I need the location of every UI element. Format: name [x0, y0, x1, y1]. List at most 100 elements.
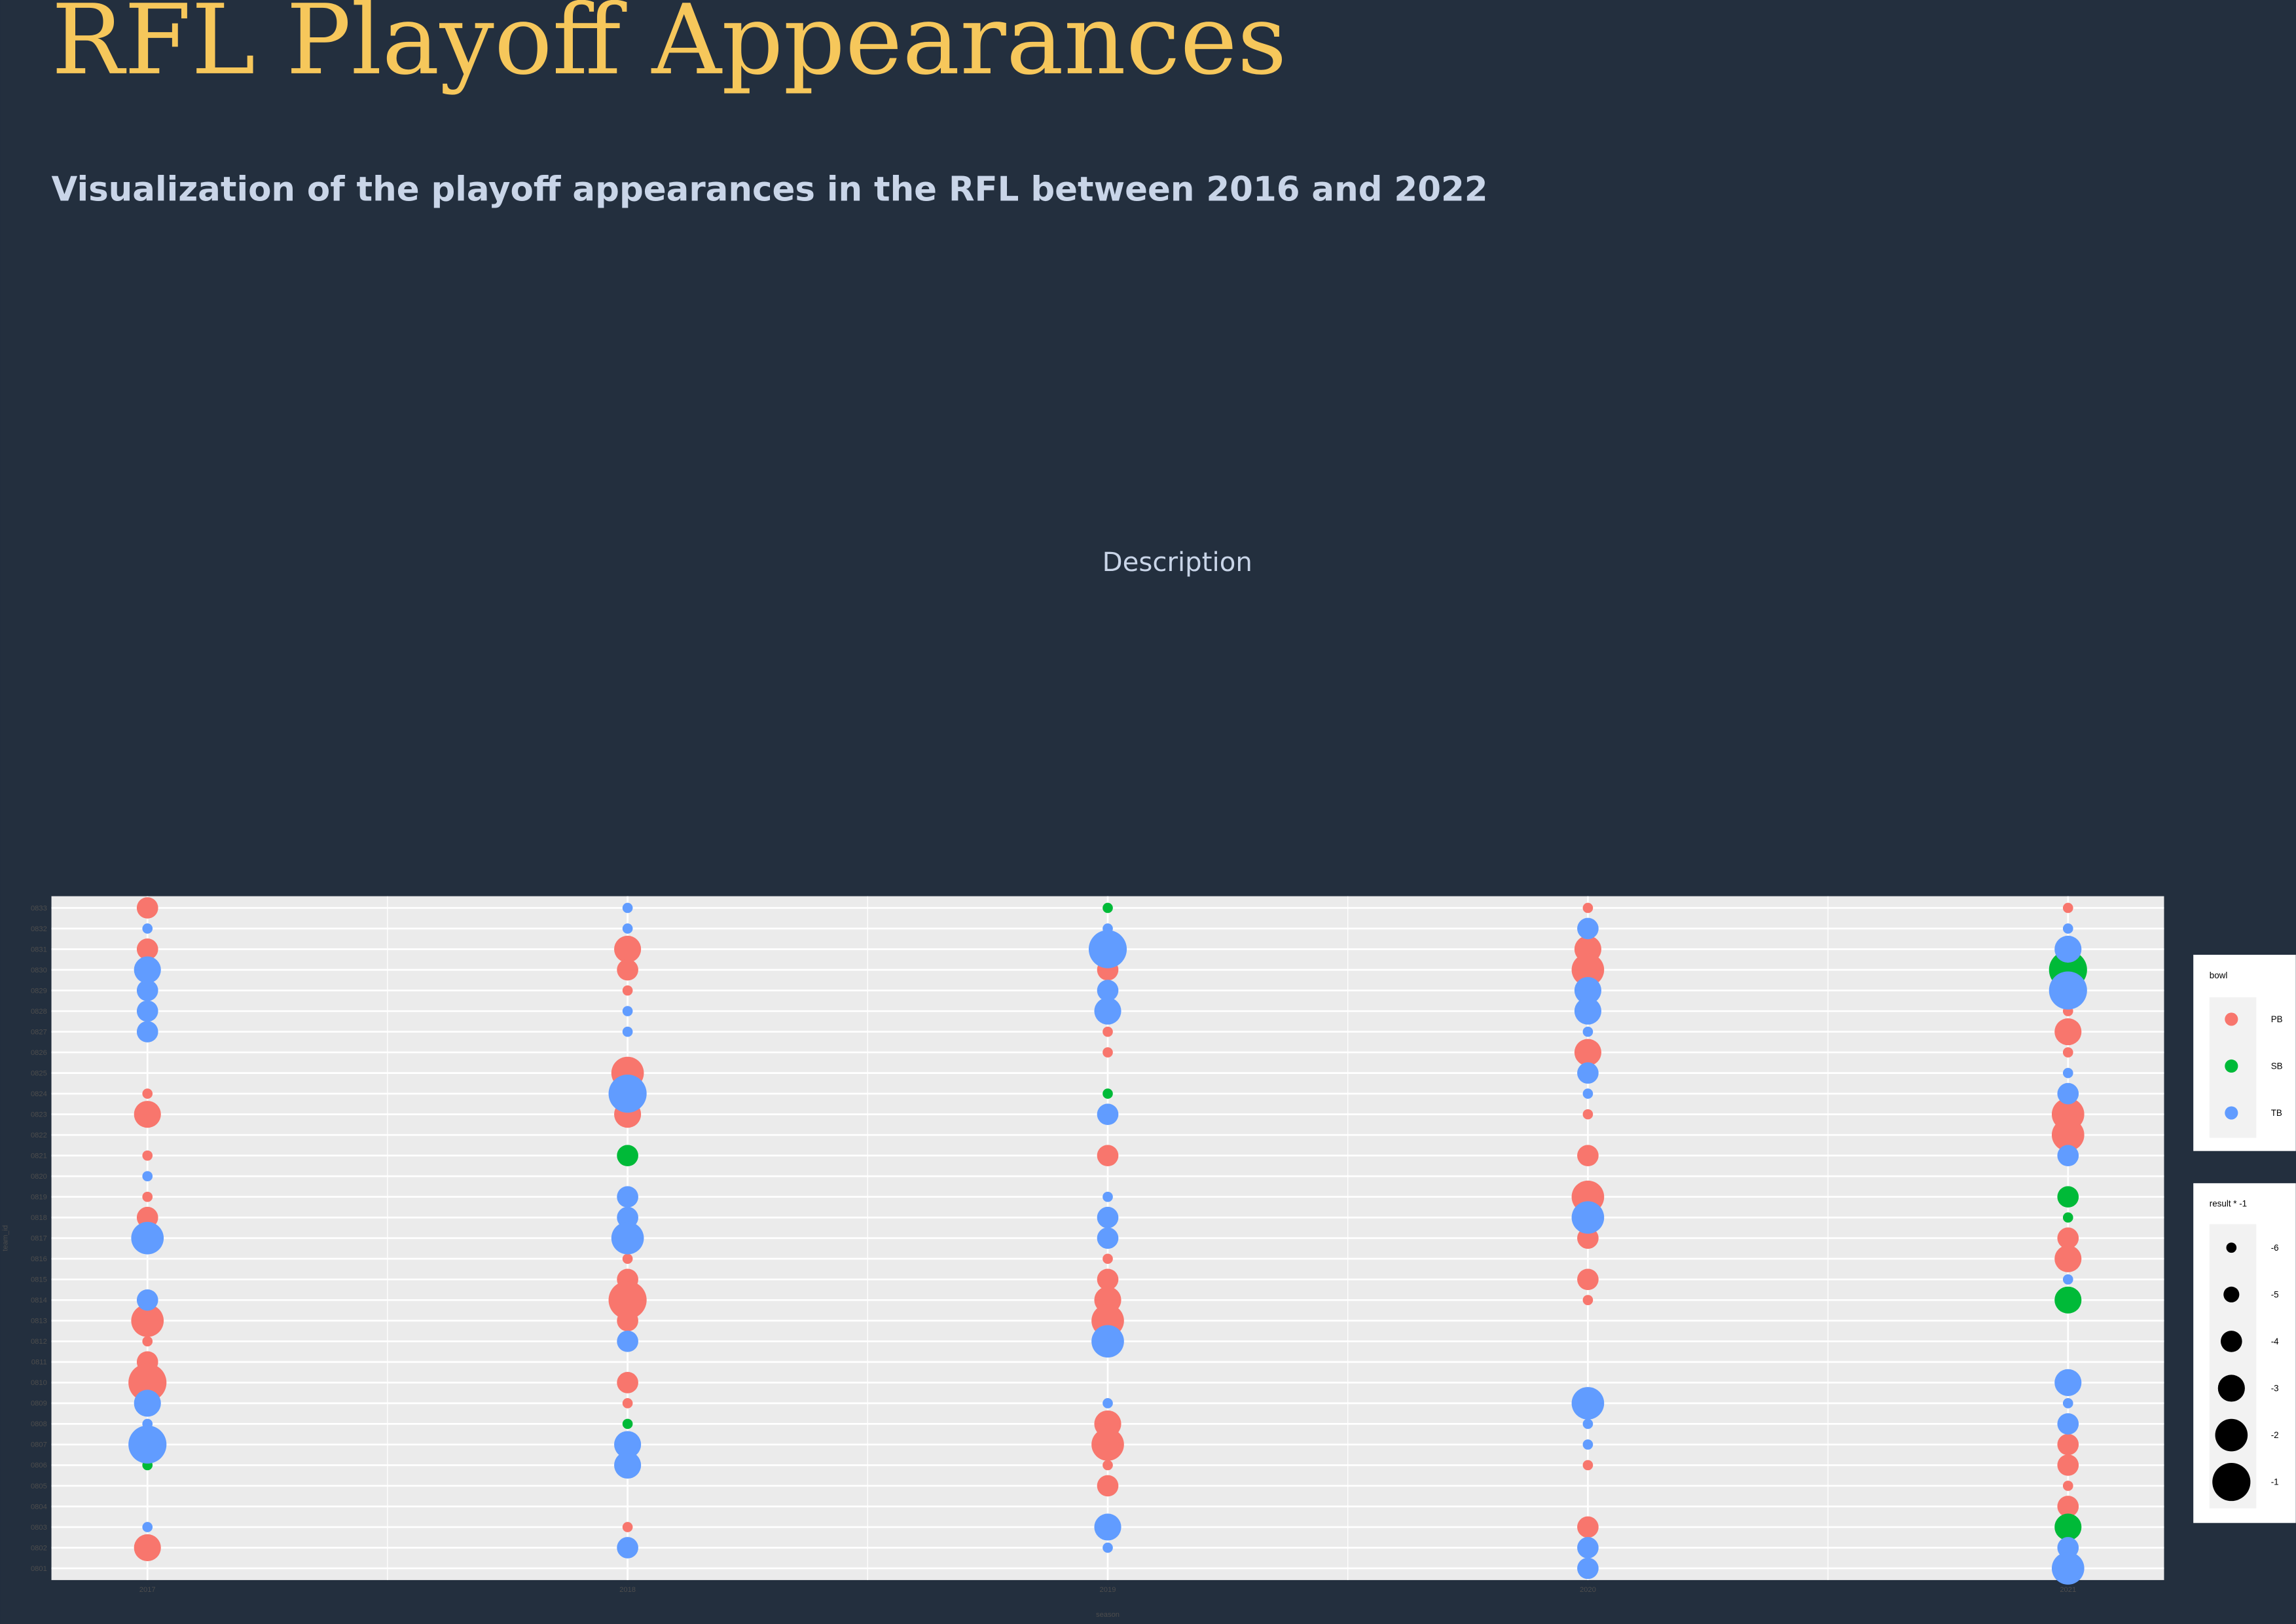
legend-key — [2225, 1059, 2238, 1073]
y-tick-label: 0801 — [31, 1565, 47, 1573]
y-tick-label: 0812 — [31, 1338, 47, 1346]
bubble — [2054, 935, 2082, 963]
legend-label: SB — [2271, 1061, 2283, 1071]
bubble — [1097, 1206, 1119, 1228]
bubble — [2062, 1212, 2073, 1223]
legend-key — [2226, 1242, 2237, 1253]
bubble — [2062, 1481, 2073, 1491]
legend-title: result * -1 — [2210, 1199, 2247, 1209]
y-tick-label: 0824 — [31, 1090, 47, 1098]
bubble — [1582, 1295, 1594, 1306]
legend-label: PB — [2271, 1014, 2283, 1024]
bubble — [608, 1281, 647, 1320]
bubble — [142, 1522, 153, 1532]
bubble — [1571, 1387, 1605, 1420]
bubble — [131, 1221, 164, 1255]
bubble — [136, 897, 158, 919]
bubble — [617, 1331, 638, 1352]
bubble — [2057, 1227, 2079, 1249]
y-tick-label: 0828 — [31, 1008, 47, 1016]
bubble — [1577, 1062, 1599, 1084]
y-tick-label: 0808 — [31, 1420, 47, 1428]
bubble — [1571, 953, 1605, 986]
bubble — [1577, 917, 1599, 940]
y-tick-label: 0805 — [31, 1483, 47, 1490]
bubble — [1097, 1475, 1119, 1497]
legend-key — [2217, 1375, 2245, 1402]
bubble — [1097, 980, 1119, 1001]
bubble — [1097, 1103, 1119, 1125]
bubble — [1574, 997, 1601, 1025]
bubble — [617, 1145, 638, 1167]
x-tick-label: 2020 — [1580, 1586, 1596, 1594]
bubble — [2057, 1413, 2079, 1435]
bubble — [1102, 1542, 1113, 1553]
bubble — [1088, 930, 1127, 969]
bubble — [128, 1363, 167, 1402]
bubble — [1102, 1088, 1113, 1099]
x-tick-label: 2021 — [2060, 1586, 2076, 1594]
bubble — [622, 985, 633, 996]
y-tick-label: 0833 — [31, 904, 47, 912]
y-tick-label: 0807 — [31, 1441, 47, 1449]
bubble — [2054, 1018, 2082, 1046]
bubble — [614, 935, 642, 963]
y-tick-label: 0811 — [31, 1359, 47, 1367]
y-tick-label: 0822 — [31, 1132, 47, 1139]
bubble — [617, 959, 638, 981]
bubble — [142, 923, 153, 934]
bubble — [2054, 1513, 2082, 1541]
x-axis-title: season — [1096, 1611, 1120, 1619]
bubble — [2057, 1145, 2079, 1167]
legend-title: bowl — [2210, 970, 2228, 980]
bubble — [131, 1304, 164, 1337]
bubble — [617, 1537, 638, 1559]
bubble — [2051, 1552, 2085, 1585]
bubble — [128, 1425, 167, 1464]
x-tick-label: 2019 — [1100, 1586, 1116, 1594]
bubble — [622, 1418, 633, 1430]
bubble — [2062, 1274, 2073, 1285]
legend-key — [2215, 1418, 2248, 1452]
bubble — [1577, 1145, 1599, 1167]
bubble — [1574, 976, 1601, 1005]
bubble — [134, 1101, 161, 1128]
bubble — [1582, 1109, 1594, 1120]
bubble — [622, 1253, 633, 1264]
bubble — [1102, 1047, 1113, 1058]
y-tick-label: 0816 — [31, 1255, 47, 1263]
bubble — [1091, 1428, 1124, 1461]
bubble — [617, 1186, 638, 1208]
bubble — [142, 1088, 153, 1099]
bubble — [2054, 1369, 2082, 1396]
bubble — [1102, 1398, 1113, 1409]
bubble — [136, 1021, 158, 1043]
bubble — [1091, 1325, 1124, 1358]
legend-key — [2212, 1463, 2251, 1502]
bubble — [622, 1026, 633, 1037]
legend-key — [2220, 1331, 2242, 1352]
legend-key — [2225, 1106, 2238, 1120]
bubble — [2054, 1245, 2082, 1272]
y-tick-label: 0809 — [31, 1400, 47, 1408]
bubble — [1097, 1227, 1119, 1249]
bubble — [1102, 1460, 1113, 1471]
y-tick-label: 0813 — [31, 1318, 47, 1325]
legend-label: -3 — [2271, 1383, 2279, 1393]
y-tick-label: 0815 — [31, 1276, 47, 1284]
bubble — [614, 1431, 642, 1458]
y-tick-label: 0820 — [31, 1173, 47, 1181]
bubble — [1577, 1268, 1599, 1291]
bubble — [136, 938, 158, 960]
y-tick-label: 0827 — [31, 1028, 47, 1036]
bubble — [617, 1310, 638, 1332]
bubble — [2054, 1286, 2082, 1314]
x-tick-label: 2017 — [139, 1586, 156, 1594]
y-tick-label: 0830 — [31, 967, 47, 974]
bubble — [136, 1000, 158, 1022]
legend-key — [2225, 1012, 2238, 1026]
bubble — [1577, 1557, 1599, 1579]
bubble — [134, 1390, 161, 1417]
bubble — [1582, 1460, 1594, 1471]
